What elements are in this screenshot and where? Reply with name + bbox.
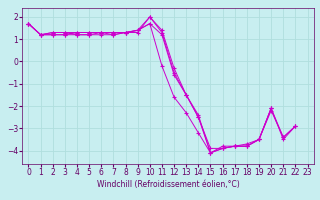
X-axis label: Windchill (Refroidissement éolien,°C): Windchill (Refroidissement éolien,°C) <box>97 180 239 189</box>
